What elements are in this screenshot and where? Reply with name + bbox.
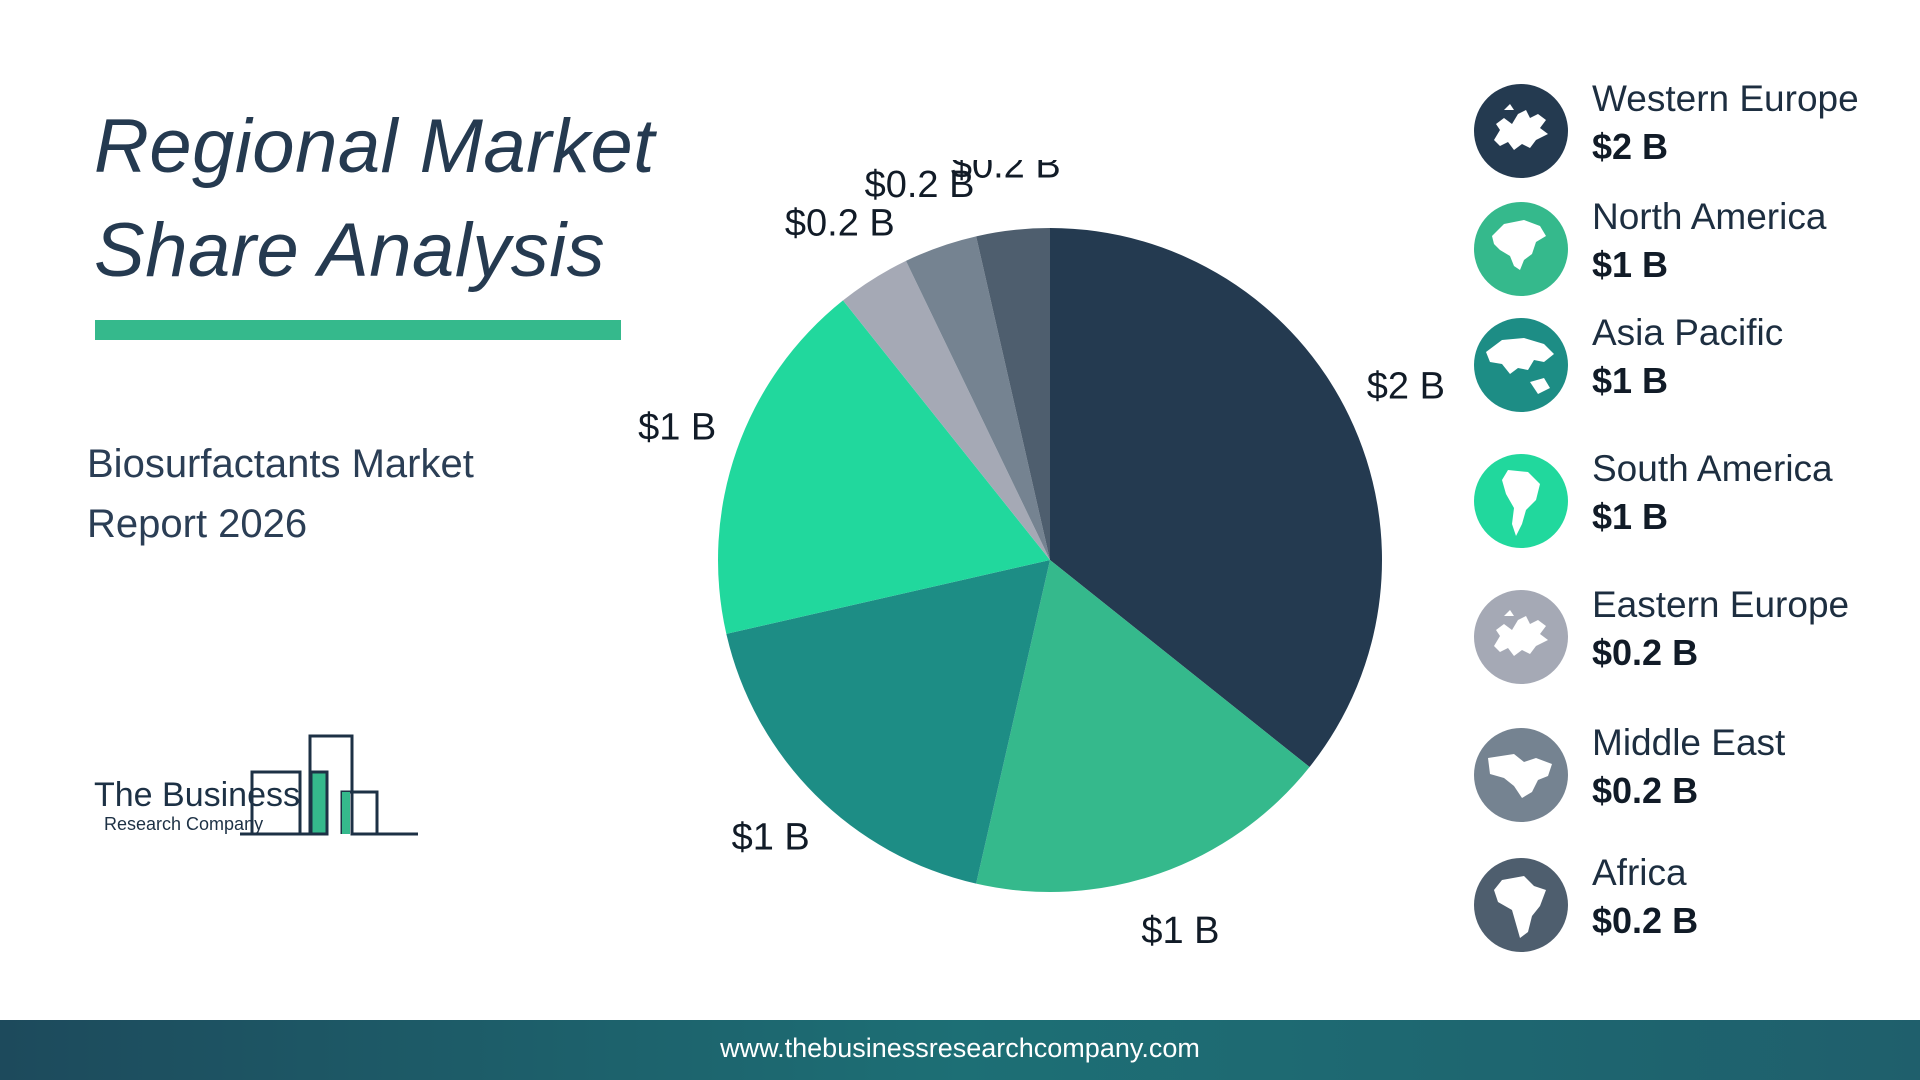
footer-bar: www.thebusinessresearchcompany.com bbox=[0, 1020, 1920, 1080]
subtitle-line-1: Biosurfactants Market bbox=[87, 442, 474, 486]
page-title: Regional Market Share Analysis bbox=[94, 95, 655, 303]
legend-name: Western Europe bbox=[1592, 78, 1859, 119]
asia-pacific-map-icon bbox=[1474, 318, 1568, 412]
africa-map-icon bbox=[1474, 858, 1568, 952]
legend-name: Eastern Europe bbox=[1592, 584, 1850, 625]
slice-label-africa: $0.2 B bbox=[951, 160, 1061, 187]
pie-chart: $2 B$1 B$1 B$1 B$0.2 B$0.2 B$0.2 B bbox=[638, 160, 1445, 952]
slice-label-western-europe: $2 B bbox=[1367, 366, 1445, 408]
middle-east-map-icon bbox=[1474, 728, 1568, 822]
legend-value: $1 B bbox=[1592, 244, 1669, 285]
legend-item-western-europe: Western Europe $2 B bbox=[1470, 78, 1910, 188]
pie-slice-eastern-europe bbox=[843, 260, 1050, 560]
legend-name: South America bbox=[1592, 448, 1833, 489]
logo-text-sub: Research Company bbox=[104, 814, 264, 834]
pie-labels: $2 B$1 B$1 B$1 B$0.2 B$0.2 B$0.2 B bbox=[638, 160, 1445, 952]
company-logo: The Business Research Company bbox=[92, 730, 437, 840]
slice-label-eastern-europe: $0.2 B bbox=[785, 203, 895, 245]
pie-slice-north-america bbox=[976, 560, 1310, 892]
pie-slice-asia-pacific bbox=[726, 560, 1050, 884]
legend-value: $0.2 B bbox=[1592, 770, 1699, 811]
legend-value: $1 B bbox=[1592, 496, 1669, 537]
legend-name: Africa bbox=[1592, 852, 1687, 893]
slice-label-asia-pacific: $1 B bbox=[732, 816, 810, 858]
legend-name: North America bbox=[1592, 196, 1827, 237]
pie-slice-south-america bbox=[718, 300, 1050, 634]
pie-slice-africa bbox=[976, 228, 1050, 560]
europe-map-icon bbox=[1474, 590, 1568, 684]
slice-label-middle-east: $0.2 B bbox=[865, 164, 975, 206]
report-subtitle: Biosurfactants Market Report 2026 bbox=[87, 434, 474, 554]
europe-map-icon bbox=[1474, 84, 1568, 178]
legend-item-south-america: South America $1 B bbox=[1470, 448, 1910, 558]
north-america-map-icon bbox=[1474, 202, 1568, 296]
subtitle-line-2: Report 2026 bbox=[87, 502, 308, 546]
pie-slices bbox=[718, 228, 1382, 892]
legend-value: $0.2 B bbox=[1592, 632, 1699, 673]
legend-item-asia-pacific: Asia Pacific $1 B bbox=[1470, 312, 1910, 422]
legend-value: $1 B bbox=[1592, 360, 1669, 401]
south-america-map-icon bbox=[1474, 454, 1568, 548]
legend-item-north-america: North America $1 B bbox=[1470, 196, 1910, 306]
slice-label-south-america: $1 B bbox=[638, 407, 716, 449]
legend-item-eastern-europe: Eastern Europe $0.2 B bbox=[1470, 584, 1910, 694]
slice-label-north-america: $1 B bbox=[1141, 910, 1219, 952]
pie-slice-western-europe bbox=[1050, 228, 1382, 767]
legend-item-africa: Africa $0.2 B bbox=[1470, 852, 1910, 962]
title-underline bbox=[95, 320, 621, 340]
pie-slice-middle-east bbox=[905, 236, 1050, 560]
legend-item-middle-east: Middle East $0.2 B bbox=[1470, 722, 1910, 832]
legend-name: Asia Pacific bbox=[1592, 312, 1784, 353]
logo-buildings-icon bbox=[240, 734, 418, 836]
legend-value: $0.2 B bbox=[1592, 900, 1699, 941]
logo-text-main: The Business bbox=[94, 776, 300, 814]
legend-name: Middle East bbox=[1592, 722, 1786, 763]
footer-website-link[interactable]: www.thebusinessresearchcompany.com bbox=[720, 1033, 1200, 1063]
title-line-2: Share Analysis bbox=[94, 208, 606, 293]
legend-value: $2 B bbox=[1592, 126, 1669, 167]
title-line-1: Regional Market bbox=[94, 104, 655, 189]
